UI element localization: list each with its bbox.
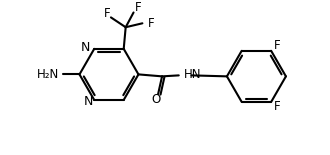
Text: HN: HN (184, 68, 201, 81)
Text: H₂N: H₂N (37, 68, 59, 81)
Text: N: N (84, 95, 93, 108)
Text: F: F (274, 39, 280, 52)
Text: F: F (104, 7, 110, 20)
Text: N: N (81, 41, 90, 54)
Text: F: F (135, 1, 142, 14)
Text: F: F (148, 17, 154, 30)
Text: F: F (274, 100, 280, 113)
Text: O: O (151, 93, 161, 106)
